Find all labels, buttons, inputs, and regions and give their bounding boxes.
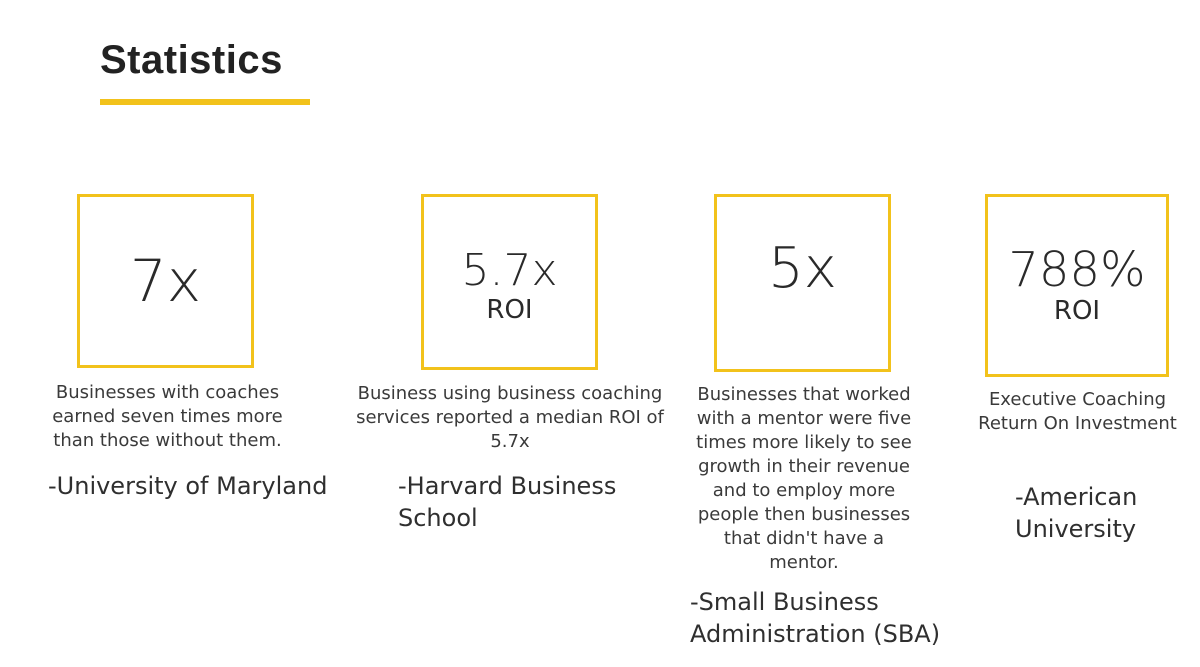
stat-unit-4: ROI bbox=[1053, 295, 1101, 326]
stat-description-1: Businesses with coaches earned seven tim… bbox=[52, 382, 283, 451]
stat-box-3: 5x bbox=[714, 194, 891, 372]
stat-source-2: -Harvard Business School bbox=[398, 472, 617, 532]
stat-description-3: Businesses that worked with a mentor wer… bbox=[696, 384, 912, 573]
stat-source-4: -American University bbox=[1015, 483, 1138, 543]
stat-source-1: -University of Maryland bbox=[48, 472, 328, 500]
page-title: Statistics bbox=[100, 38, 283, 82]
stat-value-1: 7x bbox=[129, 247, 202, 315]
stat-value-2: 5.7x bbox=[461, 245, 558, 296]
stat-box-1: 7x bbox=[77, 194, 254, 368]
stat-unit-2: ROI bbox=[486, 295, 533, 325]
stat-source-3: -Small Business Administration (SBA) bbox=[690, 588, 941, 648]
title-underline bbox=[100, 99, 310, 105]
stat-box-2: 5.7x ROI bbox=[421, 194, 598, 370]
stat-value-3: 5x bbox=[768, 236, 837, 301]
stat-value-4: 788% bbox=[1008, 241, 1146, 298]
stat-box-4: 788% ROI bbox=[985, 194, 1169, 377]
stat-description-2: Business using business coaching service… bbox=[356, 383, 664, 452]
stat-description-4: Executive Coaching Return On Investment bbox=[978, 389, 1177, 434]
